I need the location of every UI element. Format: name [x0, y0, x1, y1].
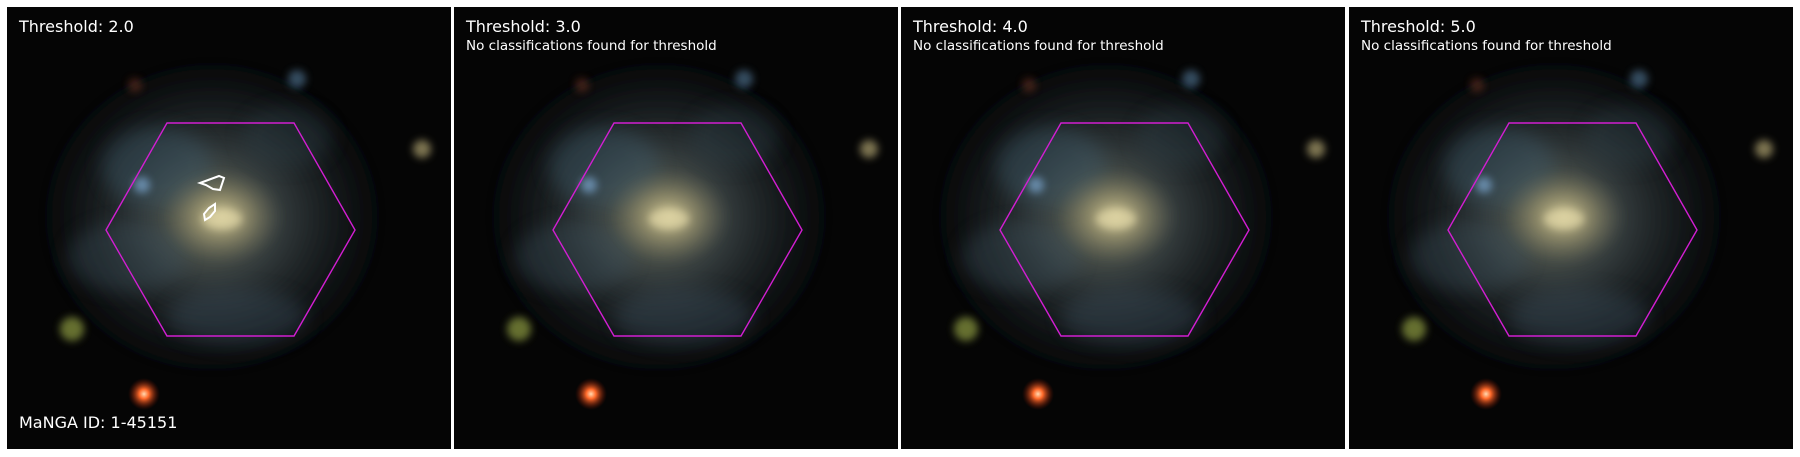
galaxy-image [901, 7, 1345, 449]
green-star [954, 317, 978, 341]
ifu-hexagon-outline [552, 122, 803, 337]
panel-title: Threshold: 2.0 [19, 17, 134, 36]
red-star [575, 378, 607, 410]
panel-title: Threshold: 3.0 [466, 17, 581, 36]
ifu-hexagon-outline [1447, 122, 1698, 337]
galaxy-image [7, 7, 451, 449]
galaxy-image [454, 7, 898, 449]
manga-id-label: MaNGA ID: 1-45151 [19, 413, 178, 432]
green-star [1402, 317, 1426, 341]
classification-contour [202, 202, 216, 222]
classification-contours [196, 174, 226, 222]
ifu-hexagon-outline [105, 122, 356, 337]
panel-threshold-3: Threshold: 3.0 No classifications found … [454, 7, 898, 449]
panel-title: Threshold: 4.0 [913, 17, 1028, 36]
ifu-hexagon-outline [999, 122, 1250, 337]
blue-knot [581, 177, 597, 193]
panel-threshold-5: Threshold: 5.0 No classifications found … [1349, 7, 1793, 449]
red-star [1470, 378, 1502, 410]
no-classifications-message: No classifications found for threshold [466, 38, 717, 54]
blue-knot [1476, 177, 1492, 193]
blue-knot [134, 177, 150, 193]
red-star [1022, 378, 1054, 410]
classification-contour [196, 174, 226, 192]
no-classifications-message: No classifications found for threshold [1361, 38, 1612, 54]
no-classifications-message: No classifications found for threshold [913, 38, 1164, 54]
galaxy-image [1349, 7, 1793, 449]
panel-threshold-2: Threshold: 2.0 MaNGA ID: 1-45151 [7, 7, 451, 449]
blue-knot [1028, 177, 1044, 193]
panel-title: Threshold: 5.0 [1361, 17, 1476, 36]
green-star [507, 317, 531, 341]
green-star [60, 317, 84, 341]
red-star [128, 378, 160, 410]
panel-threshold-4: Threshold: 4.0 No classifications found … [901, 7, 1345, 449]
